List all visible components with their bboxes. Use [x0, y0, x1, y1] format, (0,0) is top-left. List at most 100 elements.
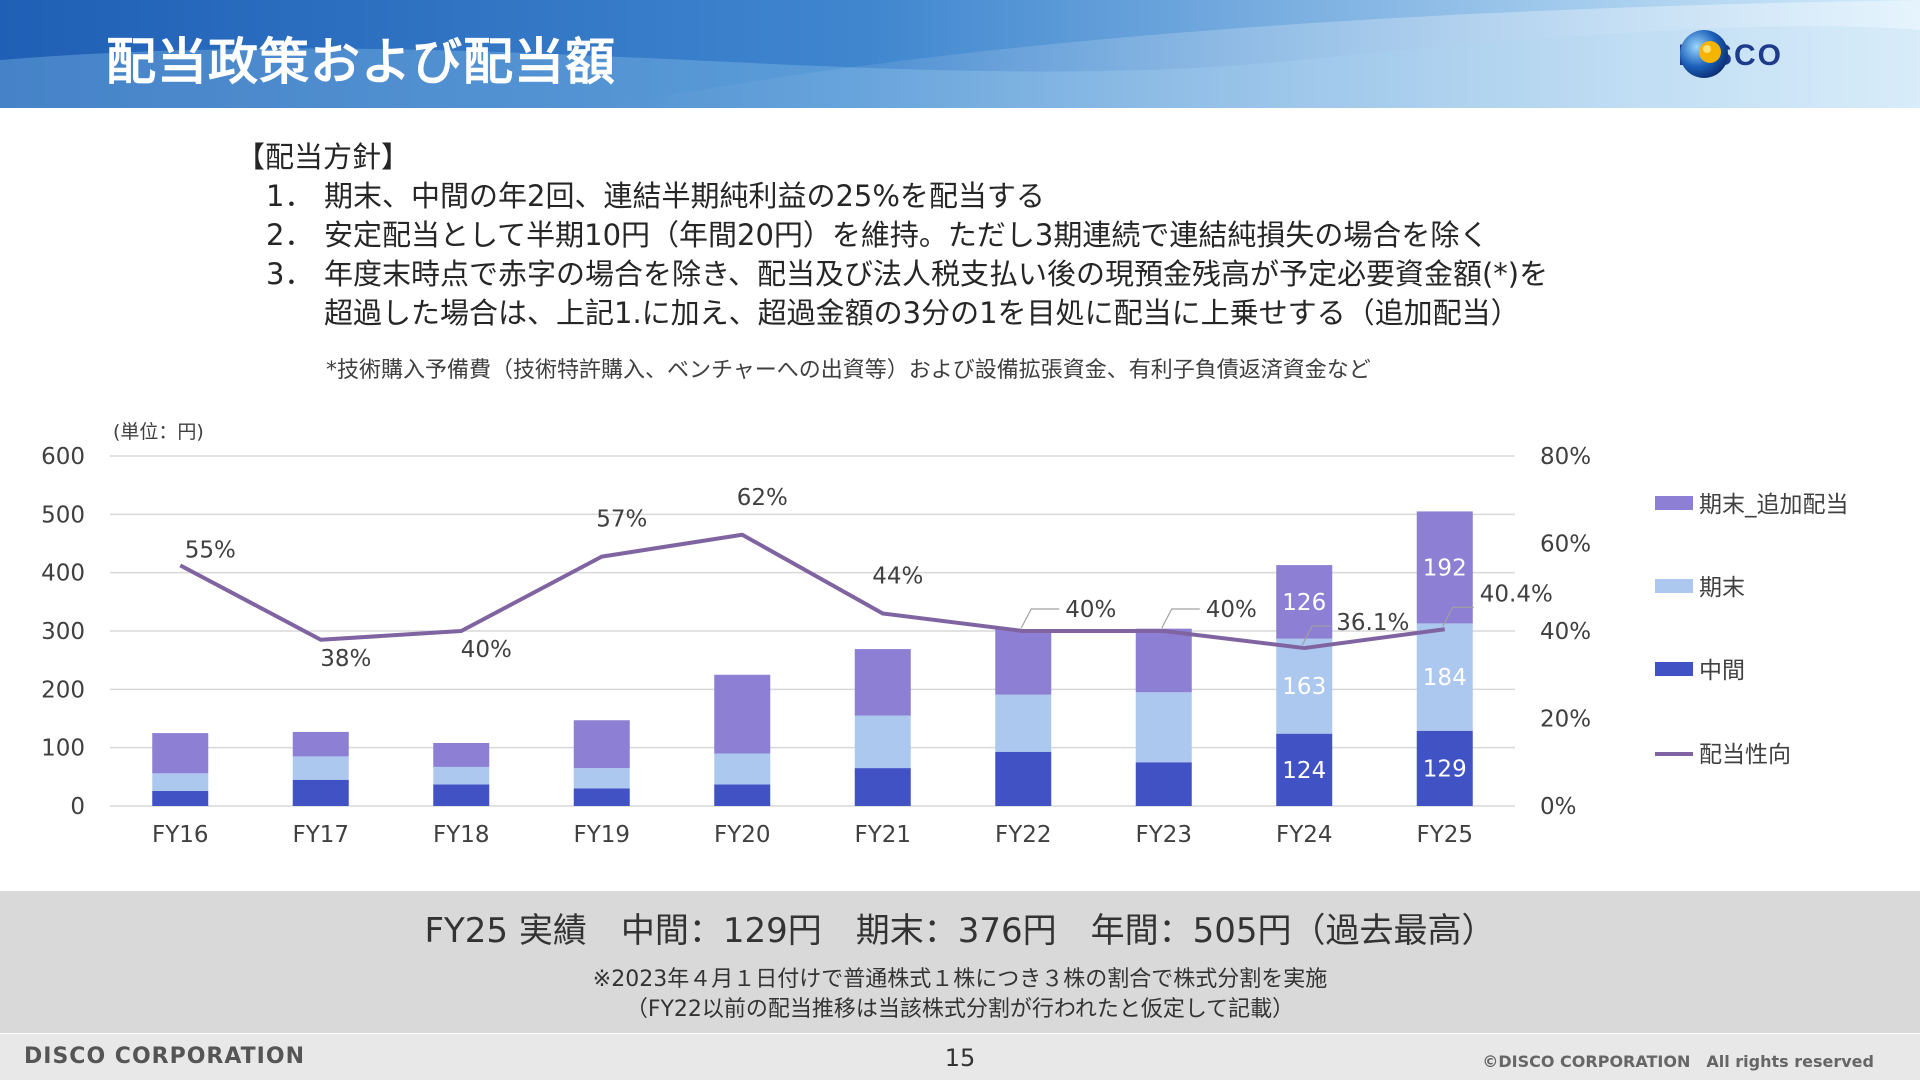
bar-segment: [1135, 762, 1192, 806]
bar-segment: [573, 768, 630, 789]
bar-data-label: 126: [1282, 590, 1326, 616]
bar-segment: [1276, 733, 1333, 806]
bar-segment: [433, 743, 490, 767]
y2-axis-tick-label: 0%: [1540, 794, 1577, 820]
policy-item-text: 期末、中間の年2回、連結半期純利益の25%を配当する: [324, 179, 1045, 213]
bar-segment: [292, 779, 349, 806]
bar-segment: [714, 784, 771, 806]
y-axis-tick-label: 300: [41, 619, 85, 645]
y2-axis-tick-label: 20%: [1540, 707, 1591, 733]
bar-segment: [995, 751, 1052, 806]
payout-ratio-line: [179, 532, 1446, 651]
bar-segment: [995, 694, 1052, 752]
header-background: [0, 0, 1920, 108]
policy-heading: 【配当方針】: [236, 140, 411, 174]
summary-results: FY25 実績 中間：129円 期末：376円 年間：505円（過去最高）: [424, 911, 1496, 951]
bar-data-label: 184: [1423, 665, 1467, 691]
bar-segment: [1416, 730, 1473, 806]
x-axis-tick-label: FY24: [1276, 822, 1333, 848]
policy-item-text: 安定配当として半期10円（年間20円）を維持。ただし3期連続で連結純損失の場合を…: [324, 218, 1489, 252]
y-axis-tick-label: 500: [41, 502, 85, 528]
policy-item-number: 3．: [266, 257, 314, 291]
summary-box: FY25 実績 中間：129円 期末：376円 年間：505円（過去最高） ※2…: [0, 891, 1920, 1033]
x-axis-tick-label: FY19: [573, 822, 630, 848]
x-axis-tick-label: FY17: [292, 822, 349, 848]
bar-data-label: 163: [1282, 674, 1326, 700]
dividend-chart: (単位：円) 0 100 200 300 400 500 600 0% 20% 40% 60% 80% F…: [0, 400, 1920, 880]
x-axis-tick-label: FY18: [433, 822, 490, 848]
page-number: 15: [944, 1044, 976, 1072]
dividend-policy: 【配当方針】 1． 期末、中間の年2回、連結半期純利益の25%を配当する 2． …: [236, 138, 1548, 333]
copyright: ©DISCO CORPORATION All rights reserved: [1482, 1052, 1874, 1071]
x-axis-tick-label: FY22: [995, 822, 1052, 848]
bar-segment: [714, 753, 771, 785]
policy-item-text: 超過した場合は、上記1.に加え、超過金額の3分の1を目処に配当に上乗せする（追加…: [324, 296, 1520, 330]
header-banner: 配当政策および配当額 DISCO: [0, 0, 1920, 108]
legend-swatch: [1655, 496, 1693, 510]
x-axis-tick-label: FY21: [854, 822, 911, 848]
bar-segment: [854, 715, 911, 769]
policy-item-number: 1．: [266, 179, 314, 213]
legend-label: 期末_追加配当: [1699, 492, 1849, 518]
y2-axis-tick-label: 80%: [1540, 444, 1591, 470]
page-title: 配当政策および配当額: [106, 33, 616, 91]
legend-label: 配当性向: [1699, 742, 1791, 768]
logo-sphere-icon: [1680, 30, 1728, 78]
bar-segment: [573, 788, 630, 806]
x-axis-tick-label: FY16: [152, 822, 209, 848]
line-data-label: 40%: [461, 637, 512, 663]
line-data-label: 40%: [1206, 597, 1257, 623]
bar-segment: [854, 768, 911, 806]
bar-segment: [152, 733, 209, 774]
summary-note-detail: （FY22以前の配当推移は当該株式分割が行われたと仮定して記載）: [625, 997, 1295, 1022]
policy-item-2: 2． 安定配当として半期10円（年間20円）を維持。ただし3期連続で連結純損失の…: [236, 216, 1548, 255]
line-data-label: 44%: [872, 564, 923, 590]
x-axis-tick-label: FY23: [1135, 822, 1192, 848]
policy-footnote: *技術購入予備費（技術特許購入、ベンチャーへの出資等）および設備拡張資金、有利子…: [326, 358, 1371, 383]
bar-segment: [433, 784, 490, 806]
leader-line: [1301, 625, 1331, 646]
company-logo: DISCO: [1678, 28, 1799, 84]
bar-segment: [152, 773, 209, 791]
legend-label: 中間: [1699, 658, 1745, 684]
policy-item-text: 年度末時点で赤字の場合を除き、配当及び法人税支払い後の現預金残高が予定必要資金額…: [324, 257, 1549, 291]
line-data-label: 40%: [1065, 597, 1116, 623]
line-data-label: 55%: [185, 537, 236, 563]
bar-segment: [1416, 511, 1473, 624]
line-data-label: 62%: [737, 485, 788, 511]
policy-item-3: 3． 年度末時点で赤字の場合を除き、配当及び法人税支払い後の現預金残高が予定必要…: [236, 255, 1548, 294]
bar-segment: [714, 674, 771, 754]
bar-segment: [292, 756, 349, 780]
y-axis-tick-label: 200: [41, 677, 85, 703]
summary-note: ※2023年４月１日付けで普通株式１株につき３株の割合で株式分割を実施: [592, 967, 1328, 992]
policy-item-3-continued: 超過した場合は、上記1.に加え、超過金額の3分の1を目処に配当に上乗せする（追加…: [236, 294, 1548, 333]
legend-swatch: [1655, 579, 1693, 593]
bar-segment: [573, 720, 630, 769]
y-axis-tick-label: 600: [41, 444, 85, 470]
bar-segment: [1135, 692, 1192, 763]
bar-segment: [1135, 628, 1192, 693]
legend-swatch: [1655, 662, 1693, 676]
y2-axis-tick-label: 40%: [1540, 619, 1591, 645]
y2-axis-tick-label: 60%: [1540, 532, 1591, 558]
line-data-label: 40.4%: [1480, 581, 1553, 607]
chart-canvas: (単位：円) 0 100 200 300 400 500 600 0% 20% 40% 60% 80% F…: [41, 421, 1849, 848]
x-axis-tick-label: FY25: [1416, 822, 1473, 848]
bar-segment: [292, 731, 349, 757]
line-data-label: 36.1%: [1336, 610, 1409, 636]
x-axis-tick-label: FY20: [714, 822, 771, 848]
bar-data-label: 124: [1282, 758, 1326, 784]
y-axis-tick-label: 0: [70, 794, 85, 820]
footer: DISCO CORPORATION 15 ©DISCO CORPORATION …: [0, 1034, 1920, 1080]
chart-unit-label: (単位：円): [113, 421, 204, 443]
bar-segment: [152, 790, 209, 806]
legend-label: 期末: [1699, 575, 1745, 601]
bar-segment: [854, 649, 911, 716]
y-axis-tick-label: 400: [41, 561, 85, 587]
bar-data-label: 129: [1423, 756, 1467, 782]
policy-item-number: 2．: [266, 218, 314, 252]
bar-segment: [1276, 638, 1333, 734]
y-axis-tick-label: 100: [41, 736, 85, 762]
leader-line: [1161, 608, 1200, 629]
leader-line: [1442, 606, 1474, 627]
